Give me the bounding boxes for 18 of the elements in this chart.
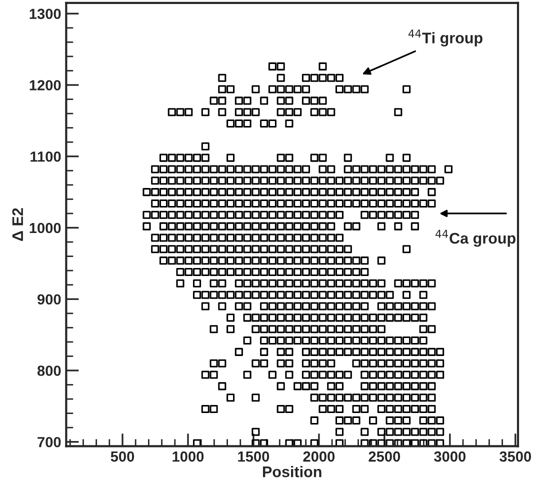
y-tick-label: 1200 (30, 80, 61, 90)
y-axis-title: Δ E2 (12, 208, 23, 241)
x-tick-label: 500 (110, 451, 134, 462)
y-tick-label: 1000 (30, 222, 61, 234)
x-tick-label: 1000 (172, 451, 204, 462)
x-tick-label: 3500 (500, 451, 532, 462)
annotation: $^{44}$Ti group (408, 30, 482, 46)
x-tick-label: 3000 (434, 451, 466, 462)
y-tick-label: 900 (38, 294, 61, 305)
y-tick-label: 700 (38, 436, 61, 448)
y-tick-label: 1100 (30, 151, 61, 162)
x-tick-label: 2500 (368, 451, 400, 462)
y-tick-label: 800 (37, 366, 61, 376)
x-tick-label: 2000 (303, 451, 335, 462)
annotation: $^{44}$Ca group (436, 230, 516, 247)
y-tick-label: 1300 (30, 8, 61, 20)
x-tick-label: 1500 (238, 451, 270, 462)
x-axis-title: Position (262, 466, 322, 478)
